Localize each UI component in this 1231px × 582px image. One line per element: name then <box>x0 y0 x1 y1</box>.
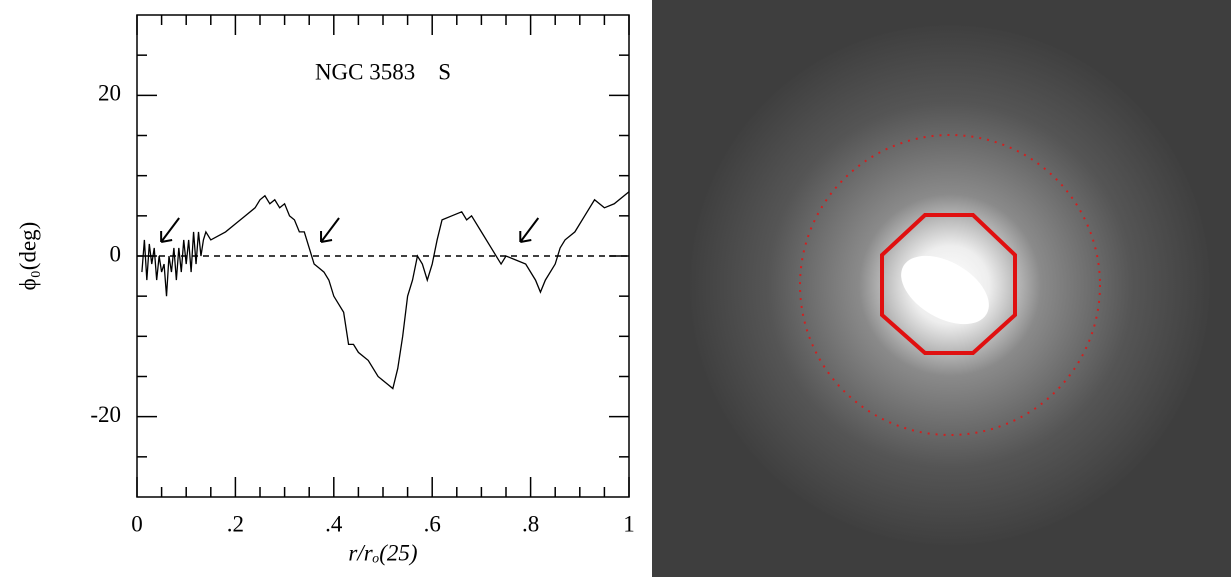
y-tick-label: -20 <box>90 402 121 427</box>
inner-ring <box>880 213 1017 355</box>
y-axis-label: ϕ₀(deg) <box>15 222 40 291</box>
x-tick-label: .8 <box>522 511 539 536</box>
annotation: NGC 3583 S <box>315 59 451 84</box>
galaxy-core <box>901 255 989 325</box>
x-tick-label: .2 <box>227 511 244 536</box>
x-tick-label: .6 <box>424 511 441 536</box>
arrow <box>160 217 180 243</box>
data-line <box>141 191 630 390</box>
x-tick-label: 0 <box>131 511 143 536</box>
y-tick-label: 0 <box>110 241 122 266</box>
x-axis-label: r/rₒ(25) <box>348 540 417 565</box>
x-tick-label: .4 <box>325 511 343 536</box>
arrow <box>519 217 540 243</box>
arrow <box>320 217 340 243</box>
galaxy-image <box>652 0 1231 577</box>
y-tick-label: 20 <box>98 81 121 106</box>
x-tick-label: 1 <box>623 511 635 536</box>
outer-ring <box>799 134 1101 436</box>
